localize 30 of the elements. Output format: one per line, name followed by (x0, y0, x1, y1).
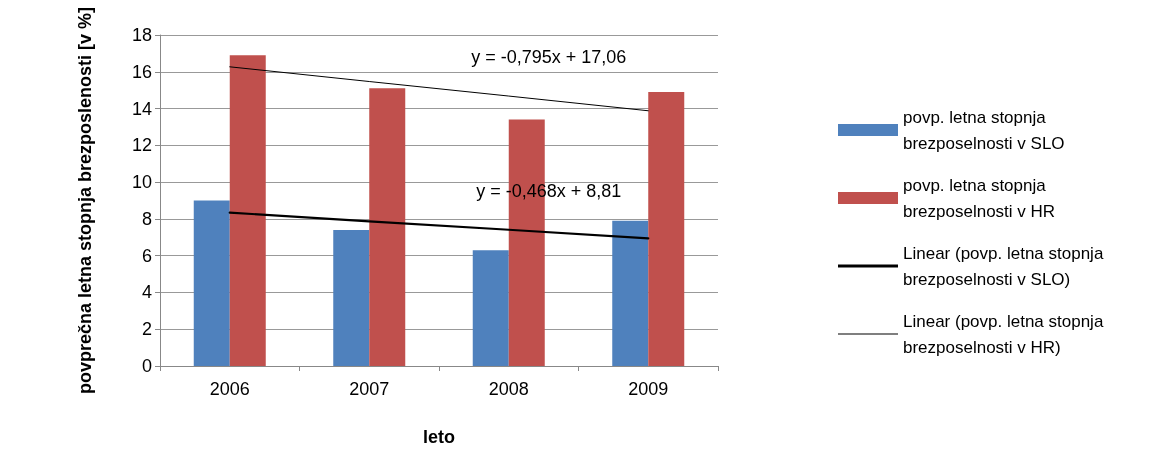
x-axis-title: leto (422, 427, 456, 447)
bar (472, 250, 509, 366)
line-series (229, 66, 649, 112)
legend-label: Linear (povp. letna stopnja brezposelnosti v SLO) (903, 243, 1109, 289)
bar (193, 200, 230, 366)
legend-label: povp. letna stopnja brezposelnosti v SLO (903, 107, 1065, 153)
y-tick-label: 18 (131, 25, 152, 45)
y-tick-label: 12 (131, 135, 152, 156)
y-tick-label: 0 (141, 356, 152, 376)
line-series (228, 211, 650, 240)
bar (612, 220, 649, 366)
legend-label: povp. letna stopnja brezposelnosti v HR (903, 175, 1056, 221)
bar (648, 92, 685, 366)
legend-label: Linear (povp. letna stopnja brezposelnosti v HR) (903, 311, 1109, 357)
x-tick-label: 2007 (349, 379, 390, 399)
y-tick-label: 14 (131, 98, 152, 119)
bar (229, 55, 266, 366)
x-tick-label: 2008 (488, 379, 529, 399)
y-tick-label: 4 (141, 282, 152, 303)
annotation: y = -0,795x + 17,06 (471, 47, 627, 68)
x-tick-label: 2009 (628, 379, 669, 399)
y-tick-label: 10 (131, 172, 152, 193)
y-tick-label: 6 (141, 245, 152, 266)
y-axis-title: povprečna letna stopnja brezposlenosti [v %] (75, 6, 95, 395)
y-tick-label: 2 (141, 319, 152, 340)
bar (369, 88, 406, 366)
y-tick-label: 16 (131, 61, 152, 82)
y-tick-label: 8 (141, 208, 152, 229)
x-tick-label: 2006 (209, 379, 250, 399)
bar (333, 229, 370, 366)
